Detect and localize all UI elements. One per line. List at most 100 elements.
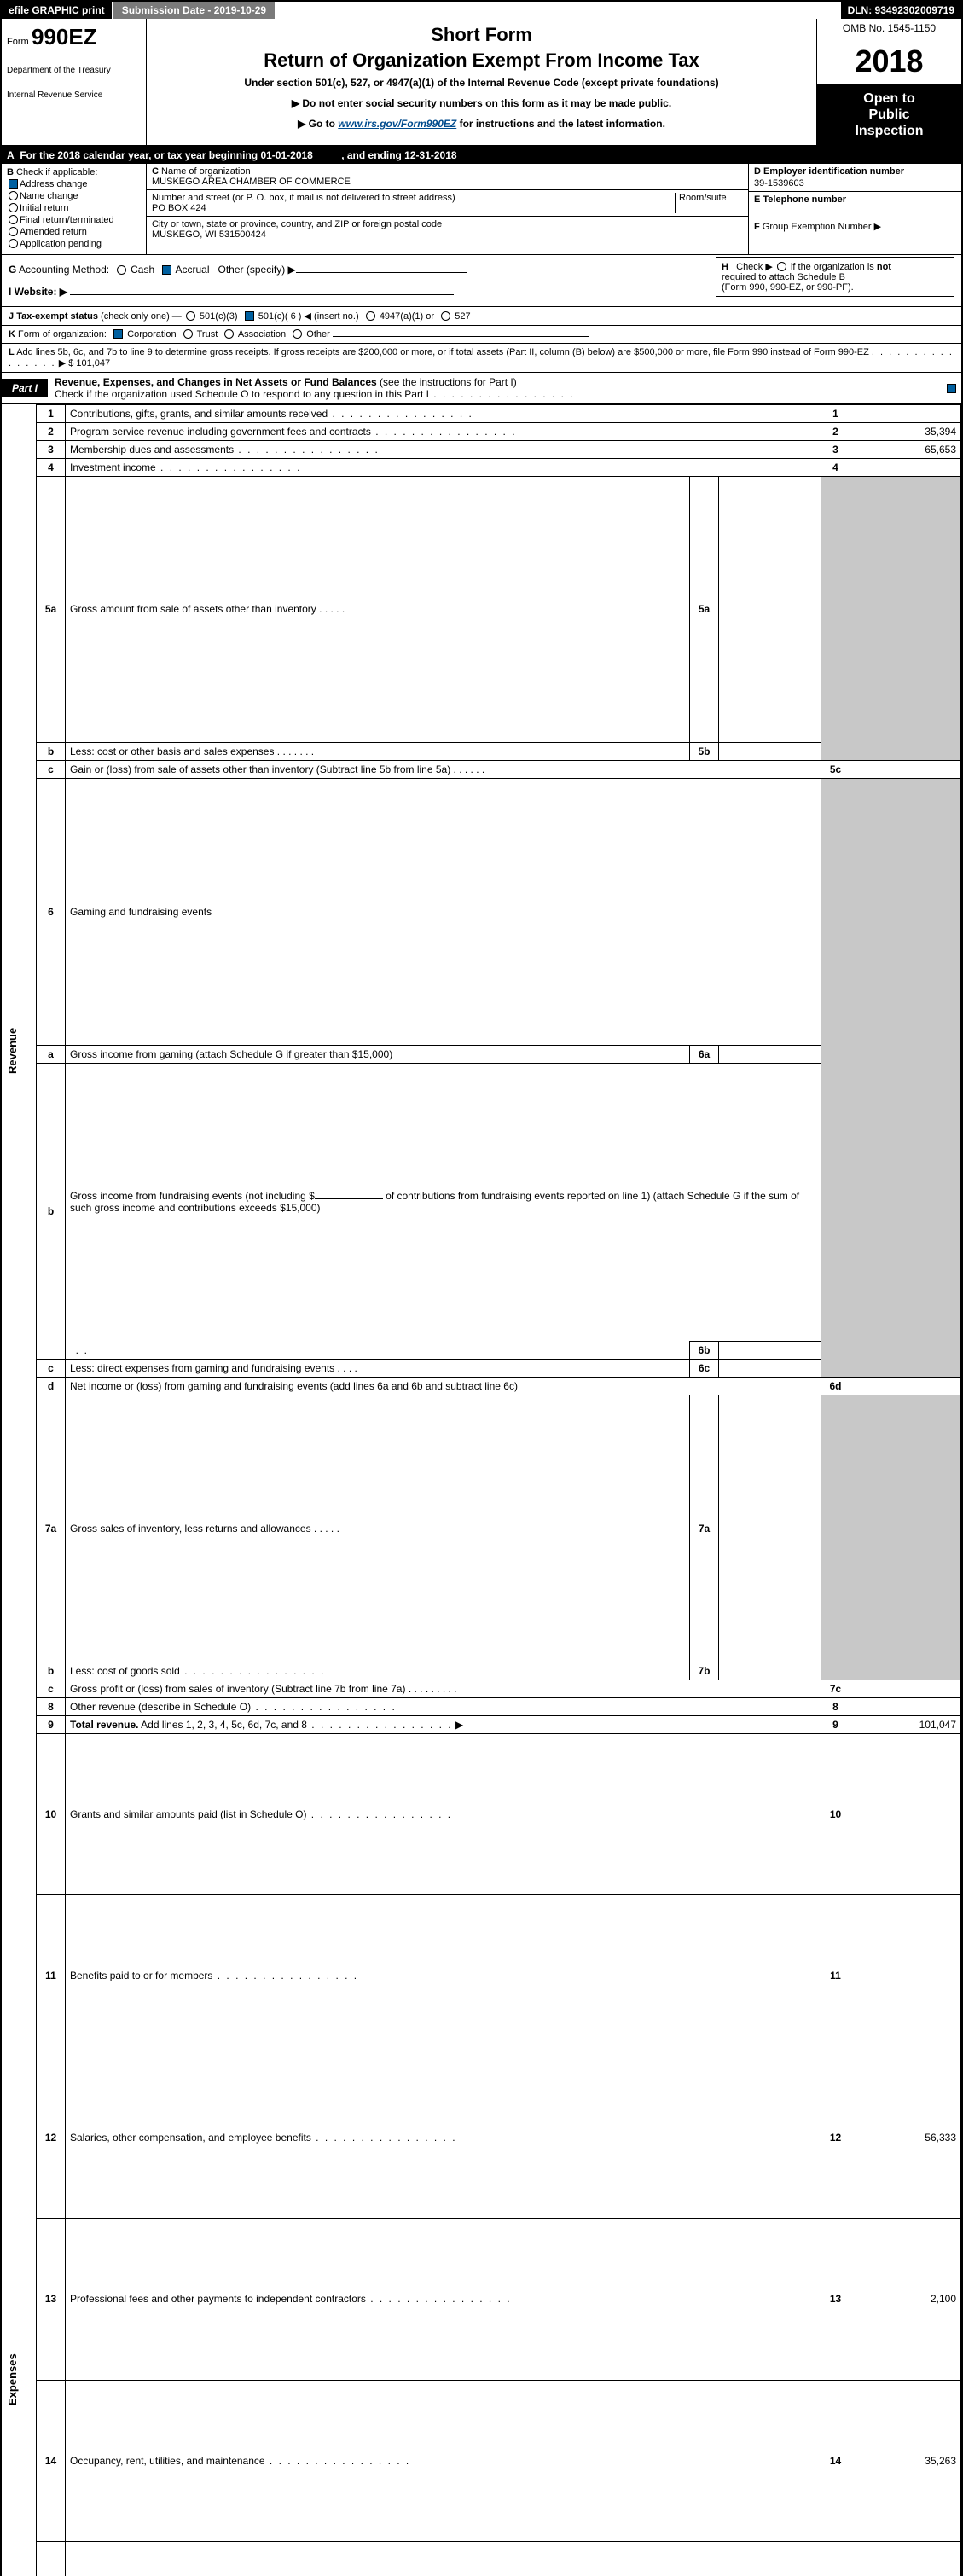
- top-bar: efile GRAPHIC print Submission Date - 20…: [2, 2, 961, 19]
- ein-value: 39-1539603: [754, 178, 956, 189]
- radio-icon: [9, 215, 18, 224]
- radio-icon[interactable]: [293, 329, 302, 339]
- table-row: 9 Total revenue. Add lines 1, 2, 3, 4, 5…: [2, 1715, 961, 1733]
- line-num: 1: [37, 404, 66, 422]
- k-label: Form of organization:: [18, 329, 107, 339]
- grey-cell: [821, 779, 850, 1378]
- irs-link[interactable]: www.irs.gov/Form990EZ: [338, 118, 456, 130]
- chk-name-change[interactable]: Name change: [7, 191, 141, 201]
- chk-final-return[interactable]: Final return/terminated: [7, 215, 141, 225]
- line-num: 2: [37, 422, 66, 440]
- sub-value: [719, 1662, 821, 1680]
- k-other-input[interactable]: [333, 336, 589, 337]
- cell-e: E Telephone number: [749, 192, 961, 218]
- header-right: OMB No. 1545-1150 2018 Open to Public In…: [816, 19, 961, 145]
- group-exemption-label: Group Exemption Number ▶: [763, 222, 881, 232]
- i-letter: I: [9, 286, 11, 298]
- col-num: 3: [821, 440, 850, 458]
- table-row: c Less: direct expenses from gaming and …: [2, 1360, 961, 1378]
- sub-label: 6c: [690, 1360, 719, 1378]
- website-input[interactable]: [70, 294, 454, 295]
- radio-icon[interactable]: [186, 311, 195, 321]
- radio-icon[interactable]: [366, 311, 375, 321]
- radio-icon[interactable]: [441, 311, 450, 321]
- chk-address-change[interactable]: Address change: [7, 179, 141, 189]
- line-num: b: [37, 1662, 66, 1680]
- name-label: Name of organization: [161, 166, 251, 177]
- checkbox-icon[interactable]: [245, 311, 254, 321]
- radio-icon[interactable]: [117, 265, 126, 275]
- sub-label: 7a: [690, 1395, 719, 1662]
- contrib-input[interactable]: [315, 1198, 383, 1199]
- line-desc: Gross amount from sale of assets other t…: [66, 476, 690, 743]
- line-desc: Benefits paid to or for members: [66, 1895, 821, 2057]
- goto-post: for instructions and the latest informat…: [456, 118, 665, 130]
- line-desc: Investment income: [66, 458, 821, 476]
- col-num: 13: [821, 2219, 850, 2381]
- radio-icon: [9, 191, 18, 200]
- radio-icon[interactable]: [183, 329, 193, 339]
- line-num: a: [37, 1045, 66, 1063]
- form-number: 990EZ: [32, 24, 97, 49]
- form-prefix: Form: [7, 37, 29, 47]
- amount: 35,263: [850, 2380, 961, 2542]
- radio-icon[interactable]: [224, 329, 234, 339]
- col-b-letter: B: [7, 167, 14, 177]
- table-row: 8 Other revenue (describe in Schedule O)…: [2, 1697, 961, 1715]
- g-other: Other (specify) ▶: [218, 264, 296, 276]
- l-letter: L: [9, 347, 15, 357]
- grey-cell: [850, 1395, 961, 1680]
- form-page: efile GRAPHIC print Submission Date - 20…: [0, 0, 963, 2576]
- part-i-sub: Check if the organization used Schedule …: [55, 388, 429, 400]
- open-line2: Public: [821, 107, 958, 123]
- dots: [429, 388, 575, 400]
- line-desc: Less: cost of goods sold: [66, 1662, 690, 1680]
- chk-amended-return[interactable]: Amended return: [7, 227, 141, 237]
- col-num: 12: [821, 2057, 850, 2219]
- sub-value: [719, 1395, 821, 1662]
- col-b: B Check if applicable: Address change Na…: [2, 164, 147, 254]
- col-num: 8: [821, 1697, 850, 1715]
- chk-initial-return[interactable]: Initial return: [7, 203, 141, 213]
- line-desc: Program service revenue including govern…: [66, 422, 821, 440]
- line-desc: Gross income from gaming (attach Schedul…: [66, 1045, 690, 1063]
- line-num: 5a: [37, 476, 66, 743]
- table-row: b Less: cost or other basis and sales ex…: [2, 743, 961, 761]
- line-desc: Professional fees and other payments to …: [66, 2219, 821, 2381]
- j-501c3: 501(c)(3): [200, 311, 238, 322]
- line-desc: Gain or (loss) from sale of assets other…: [66, 761, 821, 779]
- sub-label: 6b: [690, 1342, 719, 1360]
- line-h: H Check ▶ if the organization is not req…: [716, 257, 954, 297]
- l-text: Add lines 5b, 6c, and 7b to line 9 to de…: [16, 347, 869, 357]
- sub-label: 6a: [690, 1045, 719, 1063]
- line-desc: Net income or (loss) from gaming and fun…: [66, 1378, 821, 1395]
- chk-label: Address change: [20, 179, 88, 189]
- cell-d: D Employer identification number 39-1539…: [749, 164, 961, 192]
- e-letter: E: [754, 194, 760, 205]
- sub-value: [719, 743, 821, 761]
- dln-label: DLN: 93492302009719: [841, 2, 961, 19]
- amount: 65,653: [850, 440, 961, 458]
- col-num: 10: [821, 1733, 850, 1895]
- header-mid: Short Form Return of Organization Exempt…: [147, 19, 816, 145]
- h-not: not: [877, 262, 891, 272]
- g-other-input[interactable]: [296, 272, 467, 273]
- col-num: 1: [821, 404, 850, 422]
- radio-icon[interactable]: [777, 262, 786, 271]
- chk-label: Application pending: [20, 239, 102, 249]
- amount: [850, 404, 961, 422]
- checkbox-icon[interactable]: [113, 329, 123, 339]
- i-label: Website: ▶: [15, 286, 67, 298]
- line-num: 3: [37, 440, 66, 458]
- j-501c: 501(c)( 6 ) ◀ (insert no.): [258, 311, 359, 322]
- chk-application-pending[interactable]: Application pending: [7, 239, 141, 249]
- table-row: 6 Gaming and fundraising events: [2, 779, 961, 1046]
- col-num: 11: [821, 1895, 850, 2057]
- street-value: PO BOX 424: [152, 203, 206, 213]
- header-left: Form 990EZ Department of the Treasury In…: [2, 19, 147, 145]
- f-letter: F: [754, 222, 760, 232]
- line-num: b: [37, 1063, 66, 1360]
- part-i-check[interactable]: [941, 382, 961, 394]
- checkbox-icon[interactable]: [162, 265, 171, 275]
- city-value: MUSKEGO, WI 531500424: [152, 229, 266, 240]
